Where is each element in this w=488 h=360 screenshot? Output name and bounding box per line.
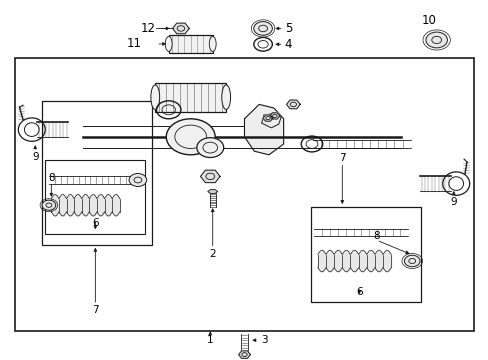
Ellipse shape [196, 138, 223, 158]
Polygon shape [238, 351, 250, 358]
Bar [15, 58, 473, 331]
Bar [155, 83, 225, 112]
Bar [168, 35, 212, 53]
Text: 9: 9 [32, 152, 39, 162]
Polygon shape [244, 104, 283, 155]
Circle shape [129, 174, 146, 186]
Circle shape [42, 200, 56, 210]
Text: 6: 6 [92, 218, 99, 228]
Circle shape [404, 255, 419, 267]
Text: 12: 12 [140, 22, 155, 35]
Polygon shape [207, 190, 217, 193]
Polygon shape [263, 115, 272, 121]
Bar [310, 207, 420, 302]
Ellipse shape [165, 36, 172, 51]
Bar [45, 160, 145, 234]
Ellipse shape [222, 85, 230, 109]
Text: 10: 10 [421, 14, 435, 27]
Text: 1: 1 [206, 335, 213, 345]
Text: 4: 4 [284, 38, 292, 51]
Text: 2: 2 [209, 249, 216, 259]
Text: 6: 6 [355, 287, 362, 297]
Text: 8: 8 [372, 231, 379, 241]
Text: 9: 9 [449, 197, 456, 207]
Ellipse shape [150, 85, 159, 109]
Circle shape [253, 22, 272, 35]
Text: 5: 5 [284, 22, 292, 35]
Text: 7: 7 [92, 305, 99, 315]
Ellipse shape [209, 36, 216, 51]
Text: 7: 7 [338, 153, 345, 163]
Polygon shape [286, 100, 300, 109]
Circle shape [425, 32, 447, 48]
Text: 8: 8 [48, 173, 55, 183]
Polygon shape [269, 113, 279, 119]
Bar [41, 101, 151, 245]
Polygon shape [200, 170, 220, 183]
Text: 11: 11 [127, 37, 142, 50]
Text: 3: 3 [260, 335, 267, 345]
Polygon shape [172, 23, 189, 34]
Ellipse shape [166, 119, 215, 155]
